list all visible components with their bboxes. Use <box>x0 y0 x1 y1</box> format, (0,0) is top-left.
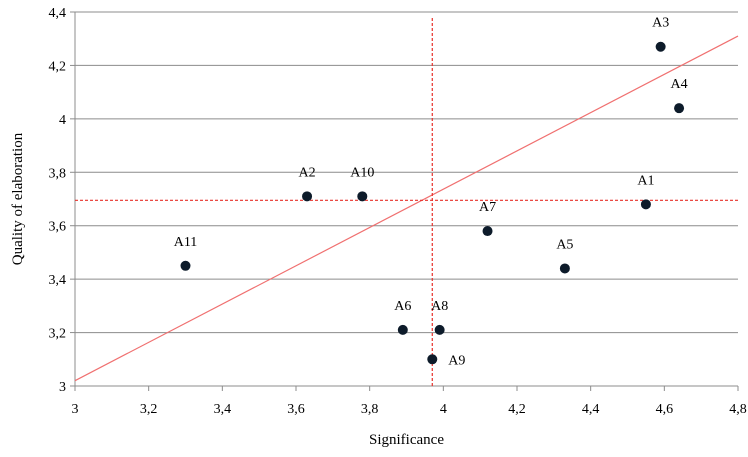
y-axis-title: Quality of elaboration <box>10 132 26 265</box>
x-tick-labels: 3 3,2 3,4 3,6 3,8 4 4,2 4,4 4,6 4,8 <box>72 402 747 417</box>
data-point <box>482 226 493 237</box>
y-tick-labels: 3 3,2 3,4 3,6 3,8 4 4,2 4,4 <box>49 6 67 395</box>
y-tick-label: 4 <box>59 113 66 128</box>
data-points <box>180 41 685 365</box>
point-labels: A1 A2 A3 A4 A5 A6 A7 A8 A9 A10 A11 <box>174 16 688 369</box>
point-label: A8 <box>431 299 448 314</box>
data-point <box>180 260 191 271</box>
point-label: A3 <box>652 16 669 31</box>
data-point <box>559 263 570 274</box>
data-point <box>674 103 685 114</box>
data-point <box>640 199 651 210</box>
x-tick-label: 3,4 <box>214 402 232 417</box>
x-tick-label: 3,6 <box>287 402 305 417</box>
point-label: A9 <box>448 353 465 368</box>
point-label: A7 <box>479 200 496 215</box>
data-point <box>427 354 438 365</box>
x-tick-label: 4,4 <box>582 402 600 417</box>
trend-line <box>74 35 739 382</box>
x-tick-label: 4,2 <box>508 402 526 417</box>
point-label: A10 <box>350 165 374 180</box>
point-label: A5 <box>556 237 573 252</box>
data-point <box>357 191 368 202</box>
point-label: A2 <box>298 165 315 180</box>
x-tick-label: 3,2 <box>140 402 158 417</box>
data-point <box>655 41 666 52</box>
y-tick-label: 4,2 <box>49 59 67 74</box>
y-tick-label: 3 <box>59 380 66 395</box>
data-point <box>302 191 313 202</box>
point-label: A11 <box>174 235 198 250</box>
x-tick-label: 4 <box>440 402 447 417</box>
x-tick-label: 3,8 <box>361 402 379 417</box>
reference-lines <box>74 18 739 386</box>
point-label: A4 <box>671 77 688 92</box>
grid-lines <box>75 11 738 334</box>
data-point <box>397 324 408 335</box>
point-label: A1 <box>637 173 654 188</box>
y-tick-label: 3,2 <box>49 327 67 342</box>
data-point <box>434 324 445 335</box>
x-tick-label: 3 <box>72 402 79 417</box>
x-tick-label: 4,8 <box>729 402 747 417</box>
point-label: A6 <box>394 299 411 314</box>
x-axis-title: Significance <box>369 432 444 448</box>
y-tick-label: 3,8 <box>49 166 67 181</box>
y-tick-label: 3,6 <box>49 220 67 235</box>
x-tick-label: 4,6 <box>656 402 674 417</box>
y-tick-label: 4,4 <box>49 6 67 21</box>
axes <box>70 11 739 391</box>
y-tick-label: 3,4 <box>49 273 67 288</box>
